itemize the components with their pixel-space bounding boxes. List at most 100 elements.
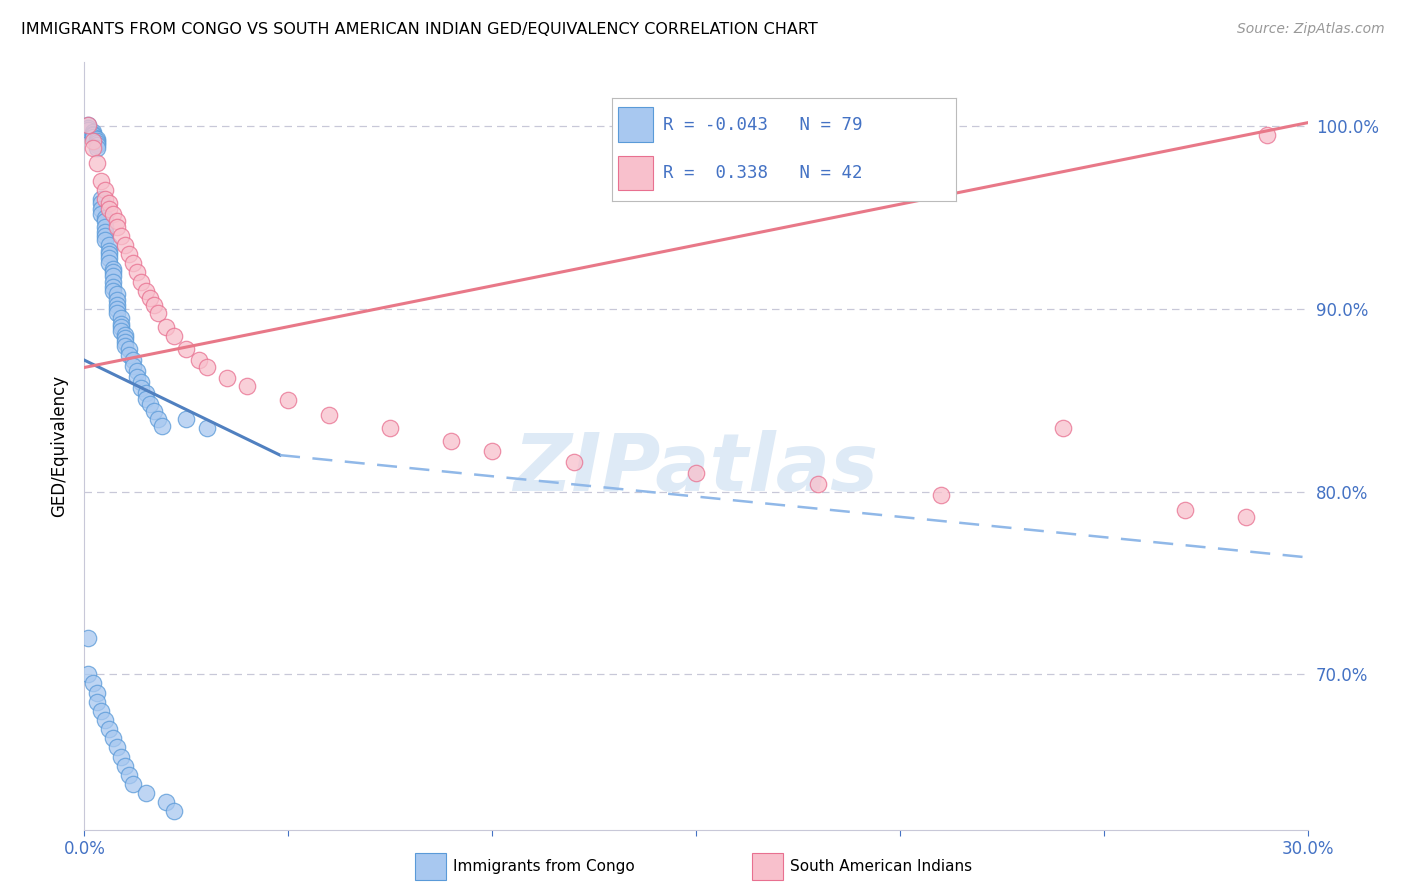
Text: IMMIGRANTS FROM CONGO VS SOUTH AMERICAN INDIAN GED/EQUIVALENCY CORRELATION CHART: IMMIGRANTS FROM CONGO VS SOUTH AMERICAN … (21, 22, 818, 37)
Point (101, 207, 124, 221)
Point (86, 141, 108, 155)
Point (97, 244, 120, 258)
Point (135, 786, 157, 800)
Point (86, 134, 108, 148)
Point (142, 404, 165, 418)
Point (685, 467, 707, 481)
Point (93, 183, 115, 197)
Point (118, 348, 141, 362)
Point (110, 320, 132, 334)
Point (110, 324, 132, 338)
Point (82, 127, 104, 141)
Point (138, 397, 160, 411)
Point (105, 219, 128, 234)
Point (97, 251, 120, 265)
Point (114, 758, 136, 772)
Point (97, 238, 120, 252)
Point (131, 275, 153, 289)
Point (90, 704, 112, 718)
Point (97, 202, 120, 216)
Point (195, 360, 218, 375)
Point (187, 353, 209, 368)
Text: R = -0.043   N = 79: R = -0.043 N = 79 (664, 116, 863, 134)
Point (110, 317, 132, 331)
Point (90, 193, 112, 207)
Point (127, 364, 149, 378)
Point (122, 777, 145, 791)
Point (929, 488, 952, 502)
Point (127, 369, 149, 384)
Point (97, 196, 120, 211)
Point (105, 301, 128, 316)
Point (86, 695, 108, 709)
Point (101, 280, 124, 294)
Bar (619, 155, 652, 190)
Point (150, 418, 173, 433)
Text: R =  0.338   N = 42: R = 0.338 N = 42 (664, 164, 863, 182)
Point (114, 331, 136, 345)
Point (174, 342, 197, 356)
Point (138, 291, 160, 305)
Point (93, 225, 115, 239)
Point (146, 411, 169, 425)
Point (77, 123, 100, 137)
Point (807, 477, 830, 491)
Point (86, 132, 108, 146)
Point (135, 386, 157, 401)
Point (93, 214, 115, 228)
Point (114, 327, 136, 342)
Text: ZIPatlas: ZIPatlas (513, 430, 879, 508)
Point (90, 207, 112, 221)
Point (93, 233, 115, 247)
Point (131, 380, 153, 394)
Point (93, 229, 115, 244)
Point (82, 128, 104, 143)
Point (77, 118, 100, 132)
Point (93, 713, 115, 727)
Point (174, 411, 197, 425)
Point (105, 287, 128, 301)
Bar (619, 107, 652, 142)
Point (82, 130, 104, 145)
Point (86, 136, 108, 150)
Point (90, 196, 112, 211)
Point (380, 421, 402, 435)
Point (77, 631, 100, 645)
Point (562, 455, 585, 469)
Point (101, 265, 124, 279)
Point (105, 293, 128, 307)
Point (318, 408, 340, 422)
Point (481, 444, 503, 458)
Point (146, 306, 169, 320)
Point (93, 219, 115, 234)
Point (86, 685, 108, 699)
Text: Immigrants from Congo: Immigrants from Congo (453, 859, 634, 873)
Point (114, 338, 136, 352)
Point (122, 256, 145, 270)
Point (77, 667, 100, 681)
Point (118, 768, 141, 782)
Text: South American Indians: South American Indians (790, 859, 973, 873)
Point (105, 306, 128, 320)
Point (105, 740, 128, 755)
Point (110, 229, 132, 244)
Point (440, 434, 463, 448)
Point (217, 371, 239, 385)
Point (93, 193, 115, 207)
Point (82, 125, 104, 139)
Point (82, 676, 104, 690)
Point (142, 298, 165, 312)
Point (118, 342, 141, 356)
Y-axis label: GED/Equivalency: GED/Equivalency (51, 375, 69, 517)
Point (114, 238, 136, 252)
Point (77, 118, 100, 132)
Point (93, 211, 115, 225)
Point (101, 284, 124, 298)
Point (90, 174, 112, 188)
Point (97, 247, 120, 261)
Point (195, 421, 218, 435)
Point (131, 375, 153, 389)
Point (90, 202, 112, 216)
Point (277, 393, 299, 408)
Point (105, 214, 128, 228)
